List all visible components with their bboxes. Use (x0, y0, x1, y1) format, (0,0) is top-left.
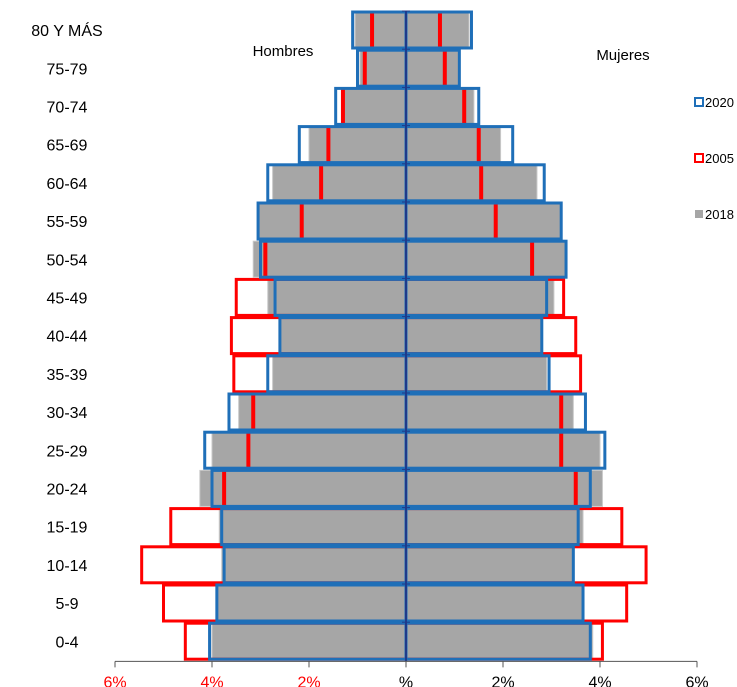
legend: 2020 2005 2018 (694, 95, 734, 222)
bar-2018-mujeres-25-29 (405, 431, 601, 469)
bar-2018-mujeres-55-59 (405, 202, 562, 240)
category-label-60-64: 60-64 (47, 176, 88, 193)
bar-2018-hombres-40-44 (279, 317, 407, 355)
category-label-40-44: 40-44 (47, 329, 88, 346)
axes (114, 10, 698, 668)
bar-2018-mujeres-35-39 (405, 355, 548, 393)
category-label-30-34: 30-34 (47, 405, 88, 422)
category-label-25-29: 25-29 (47, 443, 88, 460)
category-label-35-39: 35-39 (47, 367, 88, 384)
bar-2018-hombres-30-34 (238, 393, 407, 431)
bar-2018-mujeres-30-34 (405, 393, 574, 431)
bar-2018-hombres-5-9 (216, 584, 407, 622)
bar-2018-hombres-60-64 (272, 164, 407, 202)
bar-2018-mujeres-65-69 (405, 126, 502, 164)
legend-swatch-2018 (695, 210, 703, 218)
category-label-50-54: 50-54 (47, 252, 88, 269)
x-tick-label: 6% (103, 674, 126, 687)
category-label-5-9: 5-9 (55, 596, 78, 613)
category-label-80-y-m-s: 80 Y MÁS (31, 21, 102, 40)
bar-2018-mujeres-20-24 (405, 469, 603, 507)
category-label-65-69: 65-69 (47, 138, 88, 155)
hombres-label: Hombres (253, 43, 314, 60)
bar-2018-hombres-50-54 (252, 240, 407, 278)
bar-2018-mujeres-50-54 (405, 240, 567, 278)
bar-2018-hombres-80-y-m-s (354, 11, 407, 49)
category-label-55-59: 55-59 (47, 214, 88, 231)
bar-2018-mujeres-60-64 (405, 164, 538, 202)
x-tick-label: 6% (685, 674, 708, 687)
legend-swatch-2020 (694, 97, 704, 107)
bar-2018-hombres-45-49 (267, 278, 407, 316)
bar-2018-hombres-65-69 (308, 126, 407, 164)
bar-2018-mujeres-5-9 (405, 584, 584, 622)
bar-2018-hombres-25-29 (211, 431, 407, 469)
bar-2018-hombres-0-4 (211, 622, 407, 660)
category-label-75-79: 75-79 (47, 61, 88, 78)
category-label-10-14: 10-14 (47, 558, 88, 575)
x-tick-label: % (399, 674, 413, 687)
bar-2018-hombres-10-14 (221, 546, 407, 584)
bar-2018-mujeres-80-y-m-s (405, 11, 470, 49)
category-labels: 80 Y MÁS 75-79 70-74 65-69 60-64 55-59 50-54 45… (31, 21, 102, 651)
legend-label-2020: 2020 (705, 95, 734, 110)
x-tick-label: 4% (200, 674, 223, 687)
bar-2018-hombres-20-24 (199, 469, 407, 507)
category-label-45-49: 45-49 (47, 291, 88, 308)
bar-2018-hombres-70-74 (342, 87, 407, 125)
bar-2018-mujeres-75-79 (405, 49, 460, 87)
category-label-70-74: 70-74 (47, 100, 88, 117)
bar-2018-mujeres-40-44 (405, 317, 543, 355)
bar-2018-mujeres-10-14 (405, 546, 574, 584)
legend-label-2018: 2018 (705, 207, 734, 222)
category-label-0-4: 0-4 (55, 634, 78, 651)
x-tick-label: 2% (297, 674, 320, 687)
mujeres-label: Mujeres (596, 47, 649, 64)
x-tick-labels: 6% 4% 2%% 2% 4% 6% (103, 674, 708, 687)
x-tick-label: 2% (491, 674, 514, 687)
bar-2018-hombres-35-39 (272, 355, 407, 393)
bar-2018-hombres-75-79 (359, 49, 407, 87)
bar-2018-mujeres-0-4 (405, 622, 594, 660)
bar-2018-hombres-15-19 (218, 508, 407, 546)
bar-2018-hombres-55-59 (257, 202, 407, 240)
bar-2018-mujeres-45-49 (405, 278, 555, 316)
category-label-15-19: 15-19 (47, 520, 88, 537)
x-tick-label: 4% (588, 674, 611, 687)
legend-label-2005: 2005 (705, 151, 734, 166)
bar-2018-mujeres-15-19 (405, 508, 584, 546)
legend-swatch-2005 (694, 153, 704, 163)
category-label-20-24: 20-24 (47, 482, 88, 499)
